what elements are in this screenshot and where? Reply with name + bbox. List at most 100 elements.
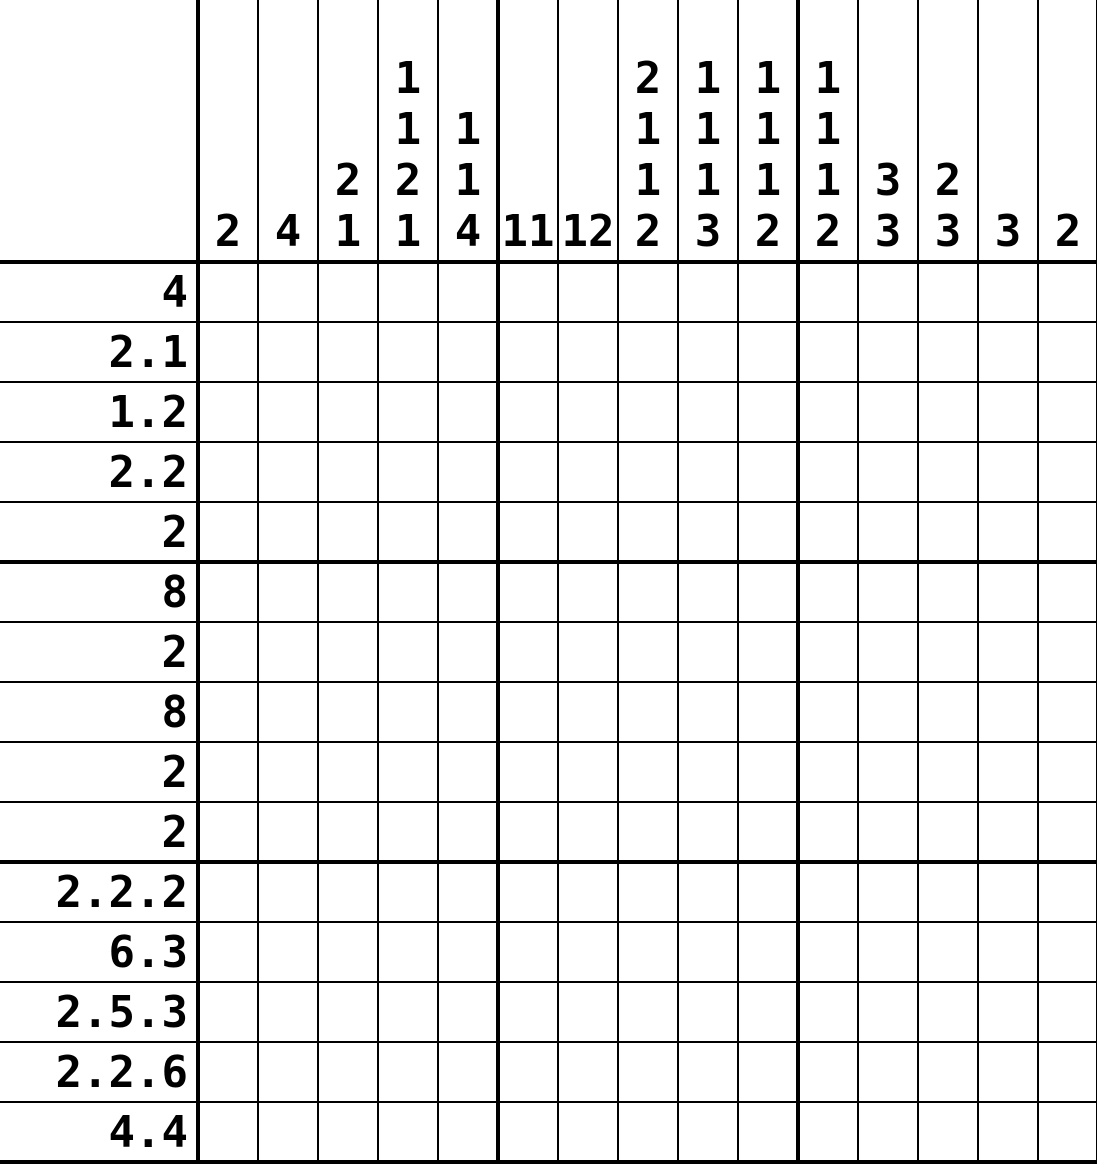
grid-cell[interactable] <box>318 742 378 802</box>
grid-cell[interactable] <box>798 922 858 982</box>
grid-cell[interactable] <box>918 922 978 982</box>
grid-cell[interactable] <box>678 1042 738 1102</box>
grid-cell[interactable] <box>258 562 318 622</box>
grid-cell[interactable] <box>858 322 918 382</box>
grid-cell[interactable] <box>438 502 498 562</box>
grid-cell[interactable] <box>618 682 678 742</box>
grid-cell[interactable] <box>438 1042 498 1102</box>
grid-cell[interactable] <box>558 622 618 682</box>
grid-cell[interactable] <box>378 1102 438 1162</box>
grid-cell[interactable] <box>918 262 978 322</box>
grid-cell[interactable] <box>738 862 798 922</box>
grid-cell[interactable] <box>438 382 498 442</box>
grid-cell[interactable] <box>798 742 858 802</box>
grid-cell[interactable] <box>618 622 678 682</box>
grid-cell[interactable] <box>1038 442 1097 502</box>
grid-cell[interactable] <box>1038 262 1097 322</box>
grid-cell[interactable] <box>1038 862 1097 922</box>
grid-cell[interactable] <box>378 1042 438 1102</box>
grid-cell[interactable] <box>798 802 858 862</box>
grid-cell[interactable] <box>978 442 1038 502</box>
grid-cell[interactable] <box>978 322 1038 382</box>
grid-cell[interactable] <box>378 562 438 622</box>
grid-cell[interactable] <box>378 262 438 322</box>
grid-cell[interactable] <box>918 622 978 682</box>
grid-cell[interactable] <box>198 622 258 682</box>
grid-cell[interactable] <box>678 922 738 982</box>
grid-cell[interactable] <box>978 502 1038 562</box>
grid-cell[interactable] <box>618 742 678 802</box>
grid-cell[interactable] <box>918 682 978 742</box>
grid-cell[interactable] <box>618 322 678 382</box>
grid-cell[interactable] <box>978 382 1038 442</box>
grid-cell[interactable] <box>498 802 558 862</box>
grid-cell[interactable] <box>378 322 438 382</box>
grid-cell[interactable] <box>438 1102 498 1162</box>
grid-cell[interactable] <box>978 742 1038 802</box>
grid-cell[interactable] <box>498 1042 558 1102</box>
grid-cell[interactable] <box>1038 682 1097 742</box>
grid-cell[interactable] <box>738 922 798 982</box>
grid-cell[interactable] <box>258 862 318 922</box>
grid-cell[interactable] <box>498 922 558 982</box>
grid-cell[interactable] <box>258 382 318 442</box>
grid-cell[interactable] <box>978 982 1038 1042</box>
grid-cell[interactable] <box>378 682 438 742</box>
grid-cell[interactable] <box>858 802 918 862</box>
grid-cell[interactable] <box>258 502 318 562</box>
grid-cell[interactable] <box>978 682 1038 742</box>
grid-cell[interactable] <box>438 922 498 982</box>
grid-cell[interactable] <box>198 382 258 442</box>
grid-cell[interactable] <box>198 322 258 382</box>
grid-cell[interactable] <box>858 982 918 1042</box>
grid-cell[interactable] <box>978 1102 1038 1162</box>
grid-cell[interactable] <box>258 322 318 382</box>
grid-cell[interactable] <box>258 682 318 742</box>
grid-cell[interactable] <box>198 1102 258 1162</box>
grid-cell[interactable] <box>858 922 918 982</box>
grid-cell[interactable] <box>918 1102 978 1162</box>
grid-cell[interactable] <box>498 622 558 682</box>
grid-cell[interactable] <box>498 502 558 562</box>
grid-cell[interactable] <box>738 262 798 322</box>
grid-cell[interactable] <box>858 382 918 442</box>
grid-cell[interactable] <box>858 742 918 802</box>
grid-cell[interactable] <box>798 1102 858 1162</box>
grid-cell[interactable] <box>258 922 318 982</box>
grid-cell[interactable] <box>318 922 378 982</box>
grid-cell[interactable] <box>318 862 378 922</box>
grid-cell[interactable] <box>318 802 378 862</box>
grid-cell[interactable] <box>1038 1102 1097 1162</box>
grid-cell[interactable] <box>918 1042 978 1102</box>
grid-cell[interactable] <box>978 262 1038 322</box>
grid-cell[interactable] <box>318 322 378 382</box>
grid-cell[interactable] <box>558 442 618 502</box>
grid-cell[interactable] <box>318 382 378 442</box>
grid-cell[interactable] <box>438 982 498 1042</box>
grid-cell[interactable] <box>318 682 378 742</box>
grid-cell[interactable] <box>858 442 918 502</box>
grid-cell[interactable] <box>978 622 1038 682</box>
grid-cell[interactable] <box>438 442 498 502</box>
grid-cell[interactable] <box>318 1102 378 1162</box>
grid-cell[interactable] <box>678 562 738 622</box>
grid-cell[interactable] <box>798 682 858 742</box>
grid-cell[interactable] <box>678 682 738 742</box>
grid-cell[interactable] <box>498 442 558 502</box>
grid-cell[interactable] <box>378 982 438 1042</box>
grid-cell[interactable] <box>438 562 498 622</box>
grid-cell[interactable] <box>678 502 738 562</box>
grid-cell[interactable] <box>618 1102 678 1162</box>
grid-cell[interactable] <box>618 562 678 622</box>
grid-cell[interactable] <box>258 742 318 802</box>
grid-cell[interactable] <box>678 622 738 682</box>
grid-cell[interactable] <box>498 742 558 802</box>
grid-cell[interactable] <box>498 262 558 322</box>
grid-cell[interactable] <box>438 322 498 382</box>
grid-cell[interactable] <box>378 442 438 502</box>
grid-cell[interactable] <box>558 262 618 322</box>
grid-cell[interactable] <box>498 862 558 922</box>
grid-cell[interactable] <box>438 742 498 802</box>
grid-cell[interactable] <box>858 502 918 562</box>
grid-cell[interactable] <box>1038 502 1097 562</box>
